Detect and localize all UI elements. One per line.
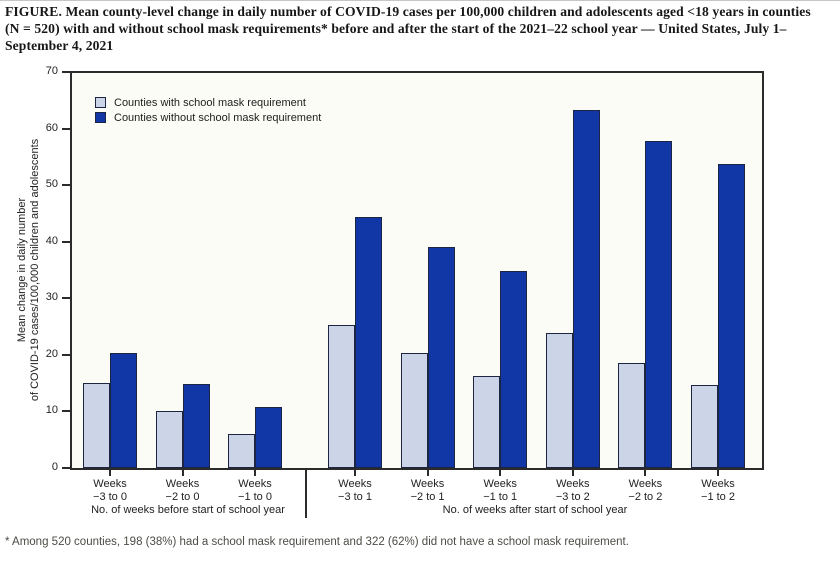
section-label-before: No. of weeks before start of school year (91, 504, 285, 516)
x-category-label-line2: −1 to 1 (483, 491, 518, 503)
bar-with-mask (545, 333, 573, 468)
y-tick-mark (62, 467, 70, 469)
x-category-label-line2: −1 to 0 (238, 491, 272, 503)
x-category-label-line1: Weeks (93, 478, 127, 490)
y-tick-mark (62, 184, 70, 187)
x-category-label-line1: Weeks (483, 478, 517, 490)
figure-title-line1: FIGURE. Mean county-level change in dail… (5, 4, 811, 19)
y-tick-label: 70 (45, 65, 58, 77)
x-tick-mark (426, 470, 429, 476)
x-category-label-line1: Weeks (410, 478, 445, 490)
bar-without-mask (645, 141, 673, 468)
x-category-label-line2: −3 to 0 (93, 491, 127, 503)
y-tick-label: 20 (45, 347, 58, 360)
y-tick-label: 30 (45, 291, 58, 304)
x-category-label: Weeks −1 to 1 (460, 478, 540, 504)
x-category-label: Weeks −2 to 2 (605, 478, 685, 504)
x-category-label-line2: −2 to 2 (628, 491, 663, 503)
top-border-line (0, 0, 840, 1)
footnote: * Among 520 counties, 198 (38%) had a sc… (5, 536, 629, 548)
figure-title-line2: (N = 520) with and without school mask r… (5, 21, 787, 36)
x-category-label-line2: −2 to 0 (165, 491, 200, 503)
x-category-label: Weeks −3 to 1 (315, 478, 395, 504)
x-category-label-line1: Weeks (556, 478, 590, 490)
x-tick-mark (717, 470, 719, 476)
x-tick-mark (354, 470, 356, 476)
bar-without-mask (718, 164, 745, 468)
bar-with-mask (155, 411, 183, 468)
x-category-label-line2: −3 to 2 (555, 491, 590, 503)
chart: Mean change in daily number of COVID-19 … (0, 60, 840, 530)
y-tick-mark (62, 410, 70, 413)
legend-swatch-with-mask (95, 97, 106, 108)
y-tick-label: 0 (51, 461, 58, 473)
y-tick-mark (62, 353, 70, 356)
x-category-label-line1: Weeks (238, 478, 272, 490)
bar-without-mask (427, 247, 455, 468)
x-category-label-line2: −3 to 1 (338, 491, 372, 503)
y-tick-label: 50 (45, 178, 58, 191)
bar-without-mask (500, 270, 528, 468)
y-tick-label: 40 (45, 234, 58, 247)
x-category-label: Weeks −1 to 0 (215, 478, 295, 504)
bar-with-mask (228, 434, 255, 468)
x-tick-mark (499, 470, 502, 476)
x-category-label-line2: −2 to 1 (410, 491, 445, 503)
bar-with-mask (328, 324, 355, 468)
x-category-label: Weeks −2 to 0 (143, 478, 223, 504)
x-tick-mark (254, 470, 256, 476)
y-tick-label: 60 (45, 121, 58, 134)
bar-with-mask (691, 385, 718, 468)
figure-title: FIGURE. Mean county-level change in dail… (5, 3, 837, 54)
figure-title-line3: September 4, 2021 (5, 38, 114, 53)
y-tick-mark (62, 297, 70, 300)
x-category-label-line1: Weeks (628, 478, 663, 490)
x-category-label-line1: Weeks (165, 478, 200, 490)
legend-item-with-mask: Counties with school mask requirement (95, 95, 321, 110)
x-tick-mark (181, 470, 184, 476)
section-divider-line (305, 470, 307, 518)
bar-without-mask (572, 109, 600, 468)
bar-with-mask (473, 375, 501, 468)
x-category-label-line1: Weeks (338, 478, 372, 490)
legend-label-without-mask: Counties without school mask requirement (114, 111, 322, 124)
x-category-label: Weeks −3 to 0 (70, 478, 150, 504)
x-category-label: Weeks −3 to 2 (533, 478, 613, 504)
bar-with-mask (618, 362, 646, 468)
x-category-label: Weeks −2 to 1 (388, 478, 468, 504)
x-category-label-line2: −1 to 2 (701, 491, 735, 503)
section-label-after: No. of weeks after start of school year (442, 504, 628, 516)
y-tick-mark (62, 71, 70, 73)
bar-without-mask (355, 216, 382, 468)
y-axis-title-line1: Mean change in daily number (16, 197, 28, 343)
bar-without-mask (182, 383, 210, 468)
plot-area: Counties with school mask requirement Co… (70, 71, 764, 470)
x-tick-mark (644, 470, 647, 476)
legend: Counties with school mask requirement Co… (95, 95, 321, 125)
legend-label-with-mask: Counties with school mask requirement (114, 96, 306, 109)
legend-item-without-mask: Counties without school mask requirement (95, 110, 321, 125)
legend-swatch-without-mask (95, 112, 106, 123)
y-tick-label: 10 (45, 404, 58, 417)
x-category-label: Weeks −1 to 2 (678, 478, 758, 504)
x-tick-mark (109, 470, 111, 476)
y-tick-mark (62, 240, 70, 243)
bar-without-mask (255, 407, 282, 468)
bar-with-mask (400, 353, 428, 468)
x-tick-mark (571, 470, 574, 476)
x-category-label-line1: Weeks (701, 478, 735, 490)
bar-without-mask (110, 353, 137, 468)
y-tick-mark (62, 127, 70, 130)
bar-with-mask (83, 383, 110, 468)
